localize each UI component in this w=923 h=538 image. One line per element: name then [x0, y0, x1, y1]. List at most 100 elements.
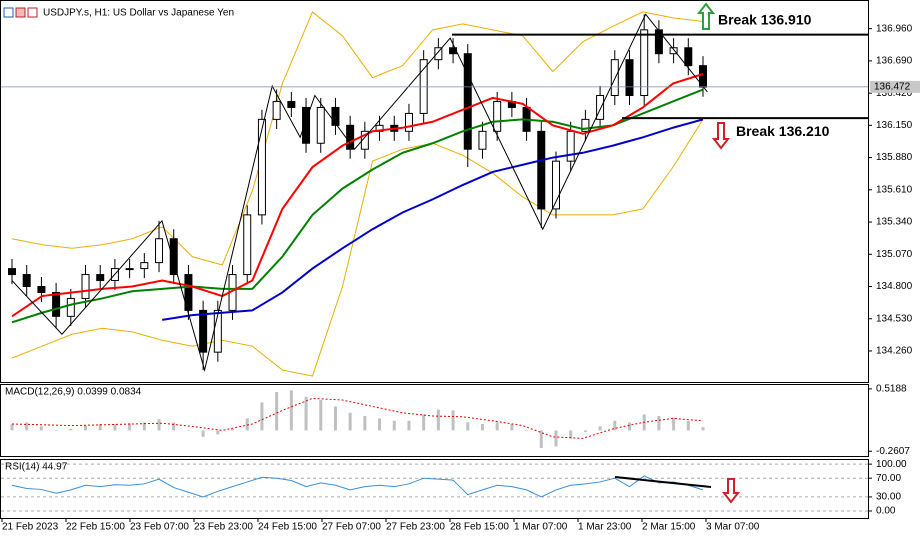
histogram-bar: [657, 416, 661, 431]
candle-body: [8, 268, 16, 276]
panel-frames: [0, 0, 869, 519]
histogram-bar: [525, 430, 529, 431]
candle-body: [287, 100, 296, 108]
histogram-bar: [392, 420, 396, 431]
candle-body: [551, 160, 560, 210]
candle-body: [257, 118, 266, 216]
histogram-bar: [672, 417, 676, 431]
candle-body: [169, 238, 178, 276]
candle-body: [66, 297, 75, 317]
histogram-bar: [348, 412, 352, 431]
y-tick-label: 136.150: [876, 120, 913, 131]
candle-body: [140, 262, 149, 270]
y-tick-label: 136.690: [876, 56, 913, 67]
histogram-bar: [69, 428, 73, 431]
y-tick-label: 135.340: [876, 217, 913, 228]
arrow-down: [711, 122, 731, 150]
series-line: [11, 475, 704, 498]
header-icons: [3, 7, 38, 18]
candle-body: [478, 130, 487, 150]
histogram-bar: [701, 427, 705, 431]
histogram-bar: [54, 430, 58, 431]
histogram-bar: [363, 416, 367, 431]
candle-body: [213, 309, 222, 353]
histogram-bar: [583, 430, 587, 432]
series-line: [11, 88, 704, 324]
candle-body: [81, 274, 90, 299]
x-tick-label: 23 Feb 07:00: [130, 522, 189, 533]
macd-title: MACD(12,26,9) 0.0399 0.0834: [5, 387, 142, 398]
y-tick-label: 100.00: [876, 459, 907, 470]
x-tick-label: 1 Mar 23:00: [578, 522, 632, 533]
histogram-bar: [554, 430, 558, 447]
candle-body: [346, 124, 355, 150]
histogram-bar: [245, 418, 249, 431]
rsi-title: RSI(14) 44.97: [5, 462, 68, 473]
candle-body: [155, 238, 164, 264]
main-frame: [0, 0, 869, 383]
candle-body: [360, 130, 369, 150]
histogram-bar: [10, 424, 14, 431]
histogram-bar: [436, 409, 440, 431]
candle-body: [96, 274, 105, 282]
histogram-bar: [39, 426, 43, 431]
series-line: [11, 397, 704, 439]
arrow-down: [721, 478, 741, 504]
candle-body: [581, 118, 590, 132]
x-tick-label: 27 Feb 23:00: [386, 522, 445, 533]
candle-body: [654, 29, 663, 55]
candle-body: [684, 47, 693, 67]
histogram-bar: [98, 424, 102, 431]
histogram-bar: [84, 425, 88, 431]
x-tick-label: 21 Feb 2023: [2, 522, 59, 533]
candle-body: [625, 59, 634, 96]
histogram-bar: [157, 419, 161, 431]
histogram-bar: [510, 424, 514, 431]
y-tick-label: -0.2607: [876, 446, 910, 457]
candle-body: [37, 286, 46, 293]
candle-body: [596, 95, 605, 120]
trend-line: [614, 476, 712, 488]
series-line: [11, 119, 704, 377]
histogram-bar: [231, 428, 235, 431]
histogram-bar: [319, 400, 323, 431]
histogram-bar: [598, 426, 602, 431]
histogram-bar: [128, 423, 132, 431]
histogram-bar: [407, 420, 411, 431]
y-tick-label: 134.800: [876, 281, 913, 292]
y-tick-label: 0.5188: [876, 384, 907, 395]
last-price-label: 136.472: [874, 82, 911, 93]
candle-body: [404, 112, 413, 132]
candle-body: [22, 274, 31, 287]
histogram-bar: [275, 392, 279, 431]
plot: 136.960 136.690 136.420 136.150 135.880 135.6…: [1, 11, 920, 533]
histogram-bar: [495, 422, 499, 431]
icon: [15, 7, 26, 18]
x-tick-label: 28 Feb 15:00: [450, 522, 509, 533]
candle-body: [493, 100, 502, 132]
x-tick-label: 23 Feb 23:00: [194, 522, 253, 533]
y-tick-label: 70.00: [876, 473, 901, 484]
histogram-bar: [25, 422, 29, 431]
rsi-frame: [0, 459, 869, 519]
candle-body: [669, 47, 678, 55]
y-tick-label: 136.420: [876, 88, 913, 99]
histogram-bar: [186, 430, 190, 431]
x-tick-label: 27 Feb 07:00: [322, 522, 381, 533]
candle-body: [331, 106, 340, 126]
histogram-bar: [451, 410, 455, 431]
histogram-bar: [260, 402, 264, 431]
histogram-bar: [378, 418, 382, 431]
macd-frame: [0, 384, 869, 457]
histogram-bar: [539, 430, 543, 448]
y-tick-label: 135.610: [876, 184, 913, 195]
chart-title: USDJPY.s, H1: US Dollar vs Japanese Yen: [43, 8, 234, 19]
histogram-bar: [422, 414, 426, 431]
level-label: Break 136.210: [736, 123, 830, 139]
y-tick-label: 134.530: [876, 313, 913, 324]
candle-body: [316, 106, 325, 144]
icon: [27, 7, 38, 18]
